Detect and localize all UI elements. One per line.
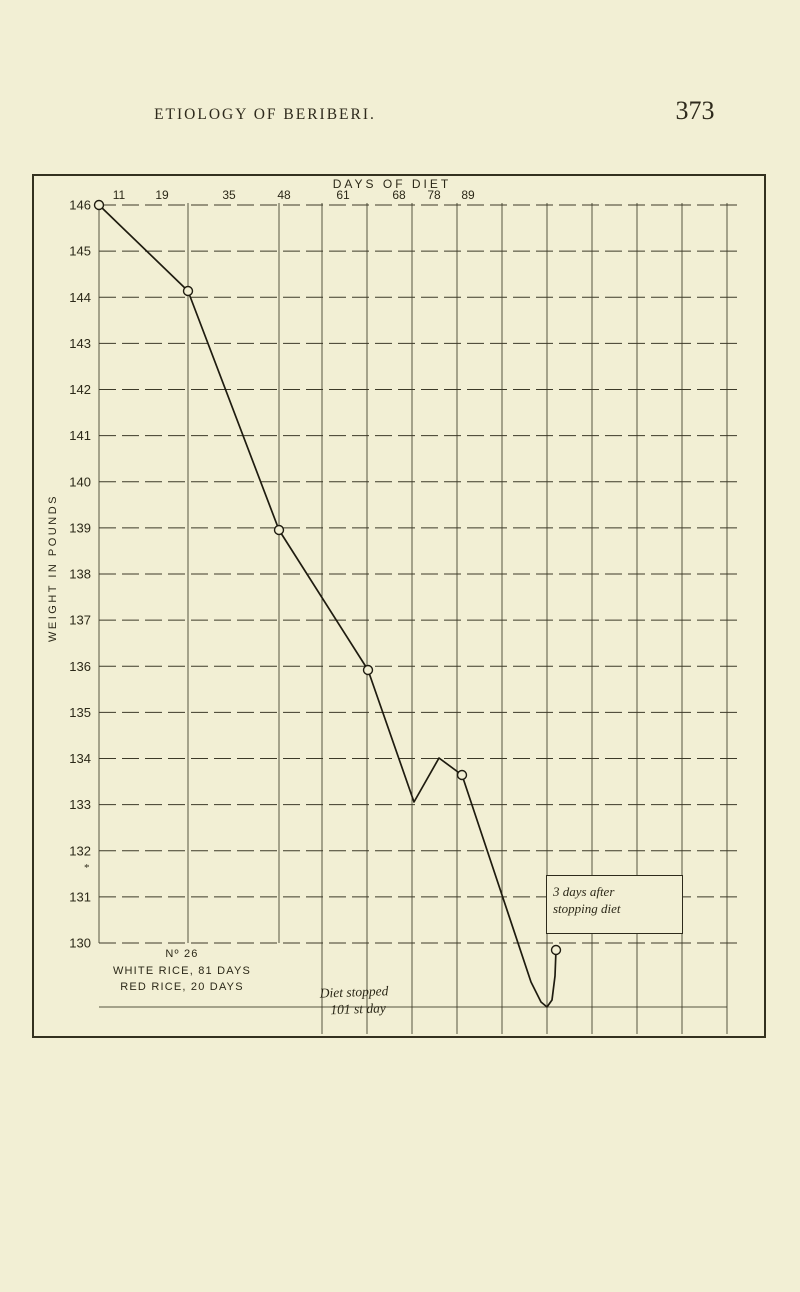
y-tick-label: 134	[69, 751, 91, 766]
y-tick-label: 138	[69, 567, 91, 582]
y-tick-label: 142	[69, 382, 91, 397]
y-tick-label: 130	[69, 936, 91, 951]
y-tick-label: 137	[69, 613, 91, 628]
chart-caption: Nº 26 WHITE RICE, 81 DAYS RED RICE, 20 D…	[98, 946, 266, 996]
y-tick-label: 143	[69, 336, 91, 351]
y-tick-label: 133	[69, 797, 91, 812]
y-tick-label: 140	[69, 474, 91, 489]
y-tick-label: 145	[69, 244, 91, 259]
page-number: 373	[675, 96, 715, 125]
y-tick-label: 146	[69, 198, 91, 213]
x-tick-label: 68	[392, 188, 406, 202]
y-tick-label: 144	[69, 290, 91, 305]
annotation-after-line2: stopping diet	[553, 901, 621, 916]
stray-mark: *	[84, 862, 90, 874]
data-point-marker	[362, 664, 374, 676]
weight-chart-frame: 146 145 144 143 142 141 140 139 138 137 136 135 134 1…	[32, 174, 766, 1038]
y-tick-label: 139	[69, 520, 91, 535]
x-tick-label: 61	[336, 188, 350, 202]
caption-white-rice: WHITE RICE, 81 DAYS	[112, 964, 252, 977]
annotation-after-line1: 3 days after	[553, 884, 615, 899]
data-point-marker	[182, 285, 194, 297]
y-axis-title: WEIGHT IN POUNDS	[47, 494, 59, 642]
annotation-diet-stopped: Diet stopped 101 st day	[319, 979, 470, 1018]
data-point-marker	[456, 769, 468, 781]
data-point-marker	[550, 944, 562, 956]
y-tick-label: 136	[69, 659, 91, 674]
y-tick-label: 141	[69, 428, 91, 443]
caption-red-rice: RED RICE, 20 DAYS	[120, 981, 244, 993]
y-tick-label: 132	[69, 843, 91, 858]
x-tick-label: 48	[277, 188, 291, 202]
x-tick-label: 19	[155, 188, 169, 202]
x-axis-title: DAYS OF DIET	[332, 177, 452, 191]
y-tick-label: 131	[69, 889, 91, 904]
caption-case-number: Nº 26	[165, 948, 199, 960]
y-tick-label: 135	[69, 705, 91, 720]
running-title: ETIOLOGY OF BERIBERI.	[154, 106, 376, 123]
x-tick-label: 11	[113, 188, 126, 202]
x-tick-label: 89	[461, 188, 475, 202]
data-point-marker	[93, 199, 105, 211]
x-tick-label: 78	[427, 188, 441, 202]
x-tick-label: 35	[222, 188, 236, 202]
weight-curve	[98, 204, 557, 1008]
data-point-marker	[273, 524, 285, 536]
annotation-after-stopping-box: 3 days after stopping diet	[546, 875, 683, 934]
